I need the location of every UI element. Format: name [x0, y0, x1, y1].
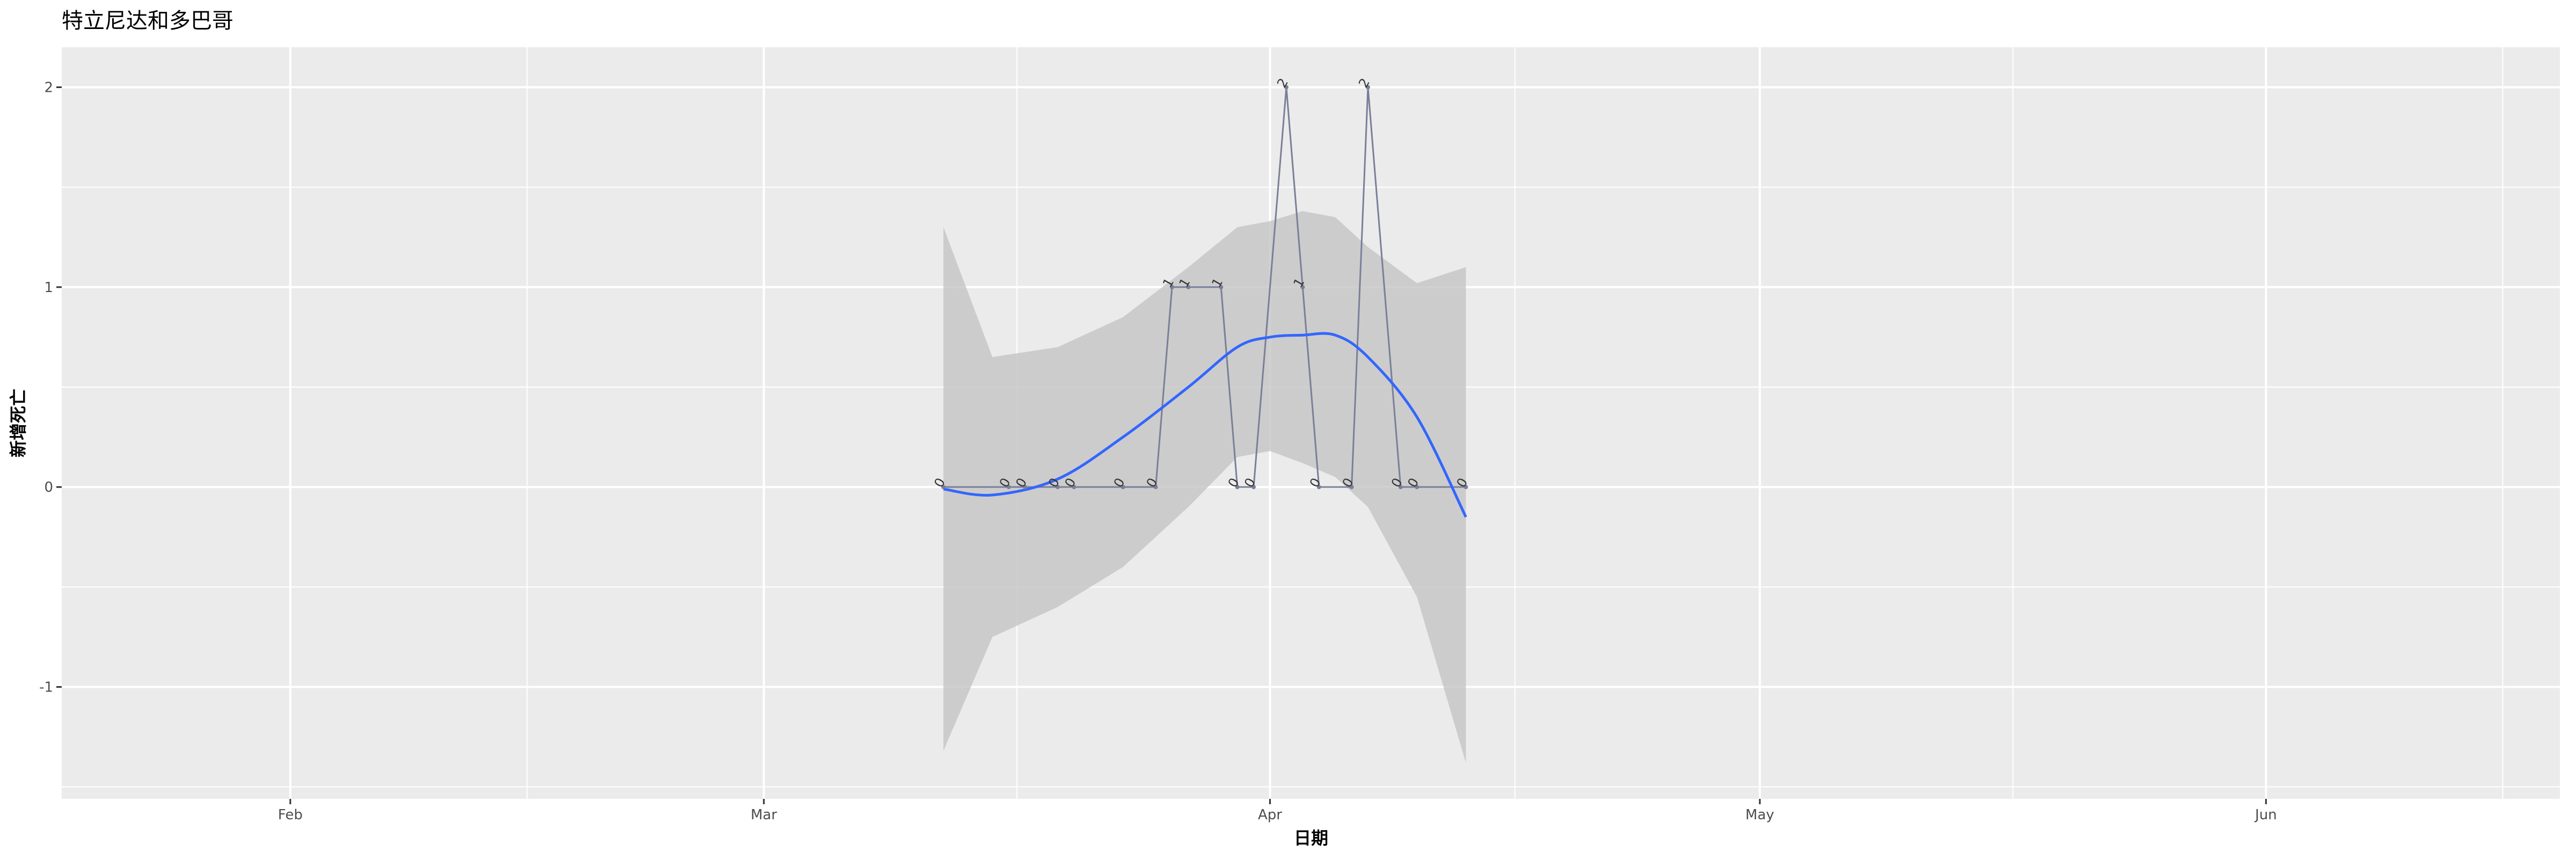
y-tick-label: -1 [39, 679, 53, 695]
data-point [1072, 485, 1077, 490]
data-point [1153, 485, 1158, 490]
y-axis-title: 新增死亡 [8, 389, 28, 457]
x-tick-label: Apr [1258, 807, 1282, 823]
y-tick-label: 0 [44, 479, 53, 496]
confidence-band [943, 211, 1466, 763]
x-tick-label: Jun [2254, 807, 2277, 823]
data-point [1252, 485, 1256, 490]
y-tick-label: 2 [44, 79, 53, 96]
data-point [1300, 285, 1305, 289]
data-point [1316, 485, 1321, 490]
x-axis-ticks: Feb Mar Apr May Jun [278, 799, 2277, 823]
data-point [1055, 485, 1060, 490]
series-line [943, 87, 1466, 488]
x-tick-label: Mar [751, 807, 777, 823]
data-point [1006, 485, 1011, 490]
data-point [1349, 485, 1354, 490]
y-tick-label: 1 [44, 280, 53, 296]
data-point [1169, 285, 1174, 289]
data-point [1398, 485, 1403, 490]
data-point [1365, 85, 1370, 90]
grid-major [62, 47, 2560, 799]
series-line-path [943, 87, 1466, 488]
data-point [1463, 485, 1468, 490]
chart-title: 特立尼达和多巴哥 [62, 9, 233, 33]
data-point [1235, 485, 1240, 490]
series-points [941, 85, 1468, 490]
x-tick-label: Feb [278, 807, 303, 823]
smooth-line [943, 332, 1467, 518]
y-axis-ticks: -1 0 1 2 [39, 79, 62, 695]
data-point [941, 485, 946, 490]
x-axis-title: 日期 [1294, 828, 1328, 848]
data-point [1219, 285, 1224, 289]
data-point [1415, 485, 1419, 490]
data-point [1284, 85, 1289, 90]
data-point [1186, 285, 1191, 289]
data-point [1023, 485, 1028, 490]
data-point [1121, 485, 1125, 490]
x-tick-label: May [1745, 807, 1774, 823]
